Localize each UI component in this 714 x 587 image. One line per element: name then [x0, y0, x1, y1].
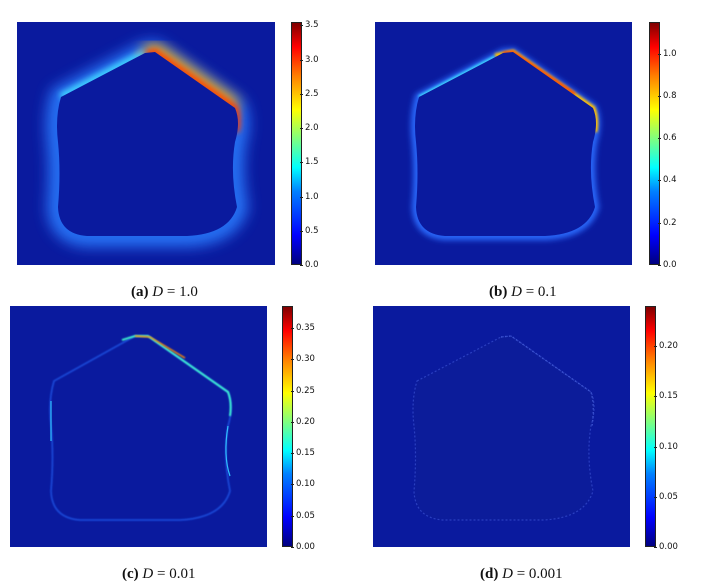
colorbar-tick-label: 0.6 — [658, 133, 677, 144]
colorbar-tick-label: 0.15 — [654, 391, 678, 402]
colorbar-d — [645, 306, 656, 547]
colorbar-b — [649, 22, 660, 265]
colorbar-tick-label: 0.10 — [291, 479, 315, 490]
caption-d: (d) D = 0.001 — [480, 566, 563, 582]
colorbar-tick-label: 0.4 — [658, 175, 677, 186]
colorbar-tick-label: 0.5 — [300, 225, 319, 236]
colorbar-tick-label: 0.10 — [654, 441, 678, 452]
colorbar-tick-label: 0.30 — [291, 354, 315, 365]
field-shape-a — [17, 22, 275, 265]
caption-a: (a) D = 1.0 — [131, 284, 198, 300]
colorbar-tick-label: 0.20 — [291, 416, 315, 427]
colorbar-tick-label: 3.5 — [300, 20, 319, 31]
caption-b: (b) D = 0.1 — [489, 284, 557, 300]
colorbar-tick-label: 0.05 — [291, 510, 315, 521]
field-shape-c — [10, 306, 267, 547]
caption-c: (c) D = 0.01 — [122, 566, 196, 582]
heatmap-b — [375, 22, 632, 265]
colorbar-tick-label: 0.25 — [291, 385, 315, 396]
field-shape-d — [373, 306, 630, 547]
colorbar-a — [291, 22, 302, 265]
colorbar-tick-label: 0.00 — [654, 542, 678, 552]
heatmap-a — [17, 22, 275, 265]
colorbar-tick-label: 0.0 — [658, 260, 677, 270]
colorbar-tick-label: 0.2 — [658, 217, 677, 228]
colorbar-tick-label: 0.35 — [291, 322, 315, 333]
colorbar-tick-label: 0.00 — [291, 542, 315, 552]
colorbar-tick-label: 0.05 — [654, 491, 678, 502]
colorbar-tick-label: 0.15 — [291, 448, 315, 459]
colorbar-tick-label: 2.5 — [300, 88, 319, 99]
heatmap-c — [10, 306, 267, 547]
colorbar-tick-label: 2.0 — [300, 123, 319, 134]
colorbar-tick-label: 1.0 — [658, 48, 677, 59]
heatmap-d — [373, 306, 630, 547]
colorbar-tick-label: 1.5 — [300, 157, 319, 168]
colorbar-tick-label: 0.0 — [300, 260, 319, 270]
colorbar-c — [282, 306, 293, 547]
colorbar-tick-label: 0.8 — [658, 90, 677, 101]
colorbar-tick-label: 3.0 — [300, 54, 319, 65]
field-shape-b — [375, 22, 632, 265]
colorbar-tick-label: 1.0 — [300, 191, 319, 202]
colorbar-tick-label: 0.20 — [654, 341, 678, 352]
